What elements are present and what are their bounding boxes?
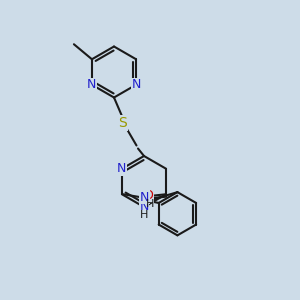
Text: N: N: [131, 78, 141, 91]
Text: H: H: [146, 199, 154, 209]
Text: N: N: [139, 200, 149, 214]
Text: N: N: [140, 191, 149, 204]
Text: H: H: [140, 210, 148, 220]
Text: N: N: [117, 162, 127, 175]
Text: S: S: [118, 116, 127, 130]
Text: O: O: [143, 189, 153, 202]
Text: N: N: [87, 78, 97, 91]
